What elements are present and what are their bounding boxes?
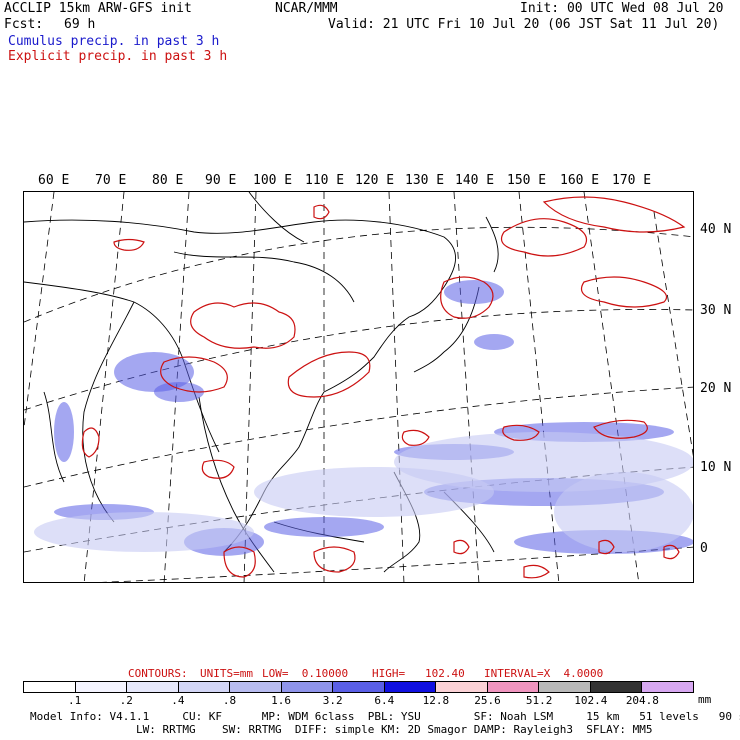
lon-label: 70 E: [95, 173, 127, 188]
legend-tick-label: 3.2: [322, 694, 343, 707]
legend-tick-label: .2: [119, 694, 133, 707]
map-canvas: [24, 192, 693, 582]
legend-swatch: [384, 682, 437, 692]
lat-label: 30 N: [700, 303, 732, 318]
legend-tick-label: 204.8: [625, 694, 659, 707]
lon-label: 120 E: [355, 173, 395, 188]
center-label: NCAR/MMM: [275, 1, 338, 16]
model-info-line1: Model Info: V4.1.1 CU: KF MP: WDM 6class…: [30, 710, 740, 723]
legend-tick-label: .8: [222, 694, 237, 707]
legend-swatch: [333, 682, 385, 692]
lon-label: 160 E: [560, 173, 600, 188]
lon-label: 130 E: [405, 173, 445, 188]
precipitation-map: [23, 191, 694, 583]
fcst-label: Fcst:: [4, 17, 44, 32]
legend-tick-label: 12.8: [422, 694, 450, 707]
legend-tick-label: 51.2: [525, 694, 553, 707]
lon-label: 80 E: [152, 173, 184, 188]
legend-swatch: [642, 682, 693, 692]
lon-label: 140 E: [455, 173, 495, 188]
lat-label: 10 N: [700, 460, 732, 475]
contours-units: UNITS=mm: [200, 667, 253, 680]
contours-interval: INTERVAL=X 4.0000: [484, 667, 604, 680]
legend-tick-label: 1.6: [271, 694, 291, 707]
lon-label: 100 E: [253, 173, 293, 188]
legend-swatch: [230, 682, 282, 692]
lon-label: 170 E: [612, 173, 652, 188]
fcst-value: 69 h: [64, 17, 96, 32]
lat-label: 20 N: [700, 381, 732, 396]
legend-swatch: [24, 682, 76, 692]
coastlines: [24, 192, 499, 573]
color-legend-bar: [23, 681, 694, 693]
lat-label: 0: [700, 541, 708, 556]
contours-low: LOW= 0.10000: [262, 667, 349, 680]
legend-swatch: [75, 682, 128, 692]
lon-label: 60 E: [38, 173, 70, 188]
lon-label: 90 E: [205, 173, 237, 188]
lon-label: 150 E: [507, 173, 547, 188]
legend-swatch: [436, 682, 488, 692]
valid-time: Valid: 21 UTC Fri 10 Jul 20 (06 JST Sat …: [328, 17, 720, 32]
legend-swatch: [487, 682, 540, 692]
lat-label: 40 N: [700, 222, 732, 237]
legend-swatch: [178, 682, 231, 692]
contours-high: HIGH= 102.40: [372, 667, 465, 680]
model-info-line2: LW: RRTMG SW: RRTMG DIFF: simple KM: 2D …: [30, 723, 653, 736]
explicit-precip: [81, 196, 686, 579]
legend-unit: mm: [698, 693, 712, 706]
product-title: ACCLIP 15km ARW-GFS init: [4, 1, 192, 16]
legend-swatch: [281, 682, 334, 692]
legend-tick-label: .1: [67, 694, 82, 707]
legend-tick-label: 6.4: [374, 694, 395, 707]
explicit-legend: Explicit precip. in past 3 h: [8, 49, 228, 64]
legend-tick-label: 25.6: [474, 694, 501, 707]
cumulus-light-precip: [34, 432, 693, 552]
lon-label: 110 E: [305, 173, 345, 188]
legend-tick-label: .4: [171, 694, 185, 707]
cumulus-legend: Cumulus precip. in past 3 h: [8, 34, 220, 49]
contours-label: CONTOURS:: [128, 667, 188, 680]
legend-swatch: [590, 682, 643, 692]
legend-tick-label: 102.4: [574, 694, 608, 707]
init-time: Init: 00 UTC Wed 08 Jul 20: [520, 1, 724, 16]
legend-swatch: [127, 682, 179, 692]
legend-swatch: [539, 682, 591, 692]
